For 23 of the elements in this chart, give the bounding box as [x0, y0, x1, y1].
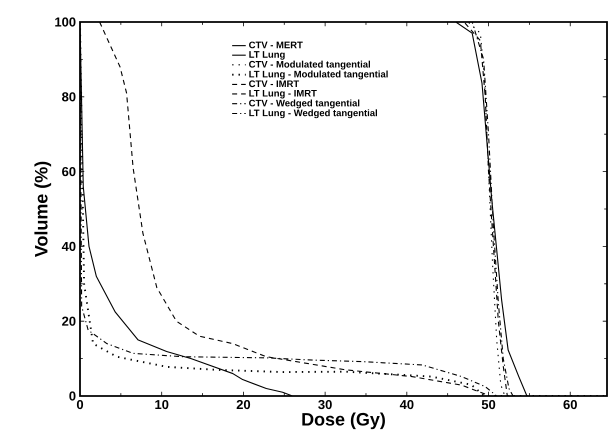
x-tick-label: 20 — [236, 400, 250, 410]
y-tick-label: 100 — [55, 17, 76, 27]
x-tick-label: 30 — [318, 400, 332, 410]
y-tick-label: 40 — [62, 242, 76, 251]
y-tick-label: 20 — [62, 316, 76, 326]
x-tick-label: 50 — [482, 400, 496, 410]
x-tick-label: 40 — [400, 400, 414, 410]
legend-label: LT Lung - Wedged tangential — [249, 109, 378, 118]
x-axis-title: Dose (Gy) — [302, 412, 385, 430]
x-tick-label: 0 — [76, 400, 84, 410]
y-tick-label: 0 — [69, 391, 76, 401]
y-axis-title: Volume (%) — [34, 162, 52, 258]
legend-label: LT Lung — [249, 51, 285, 60]
legend-label: LT Lung - IMRT — [249, 90, 317, 98]
y-tick-label: 60 — [62, 167, 76, 176]
legend-label: CTV - IMRT — [249, 80, 300, 88]
x-tick-label: 10 — [155, 400, 168, 410]
y-tick-label: 80 — [62, 92, 76, 102]
legend-label: CTV - MERT — [249, 42, 303, 48]
legend-label: CTV - Modulated tangential — [249, 60, 370, 70]
x-tick-label: 60 — [564, 400, 577, 410]
legend-label: CTV - Wedged tangential — [249, 99, 360, 108]
legend-label: LT Lung - Modulated tangential — [249, 70, 388, 80]
